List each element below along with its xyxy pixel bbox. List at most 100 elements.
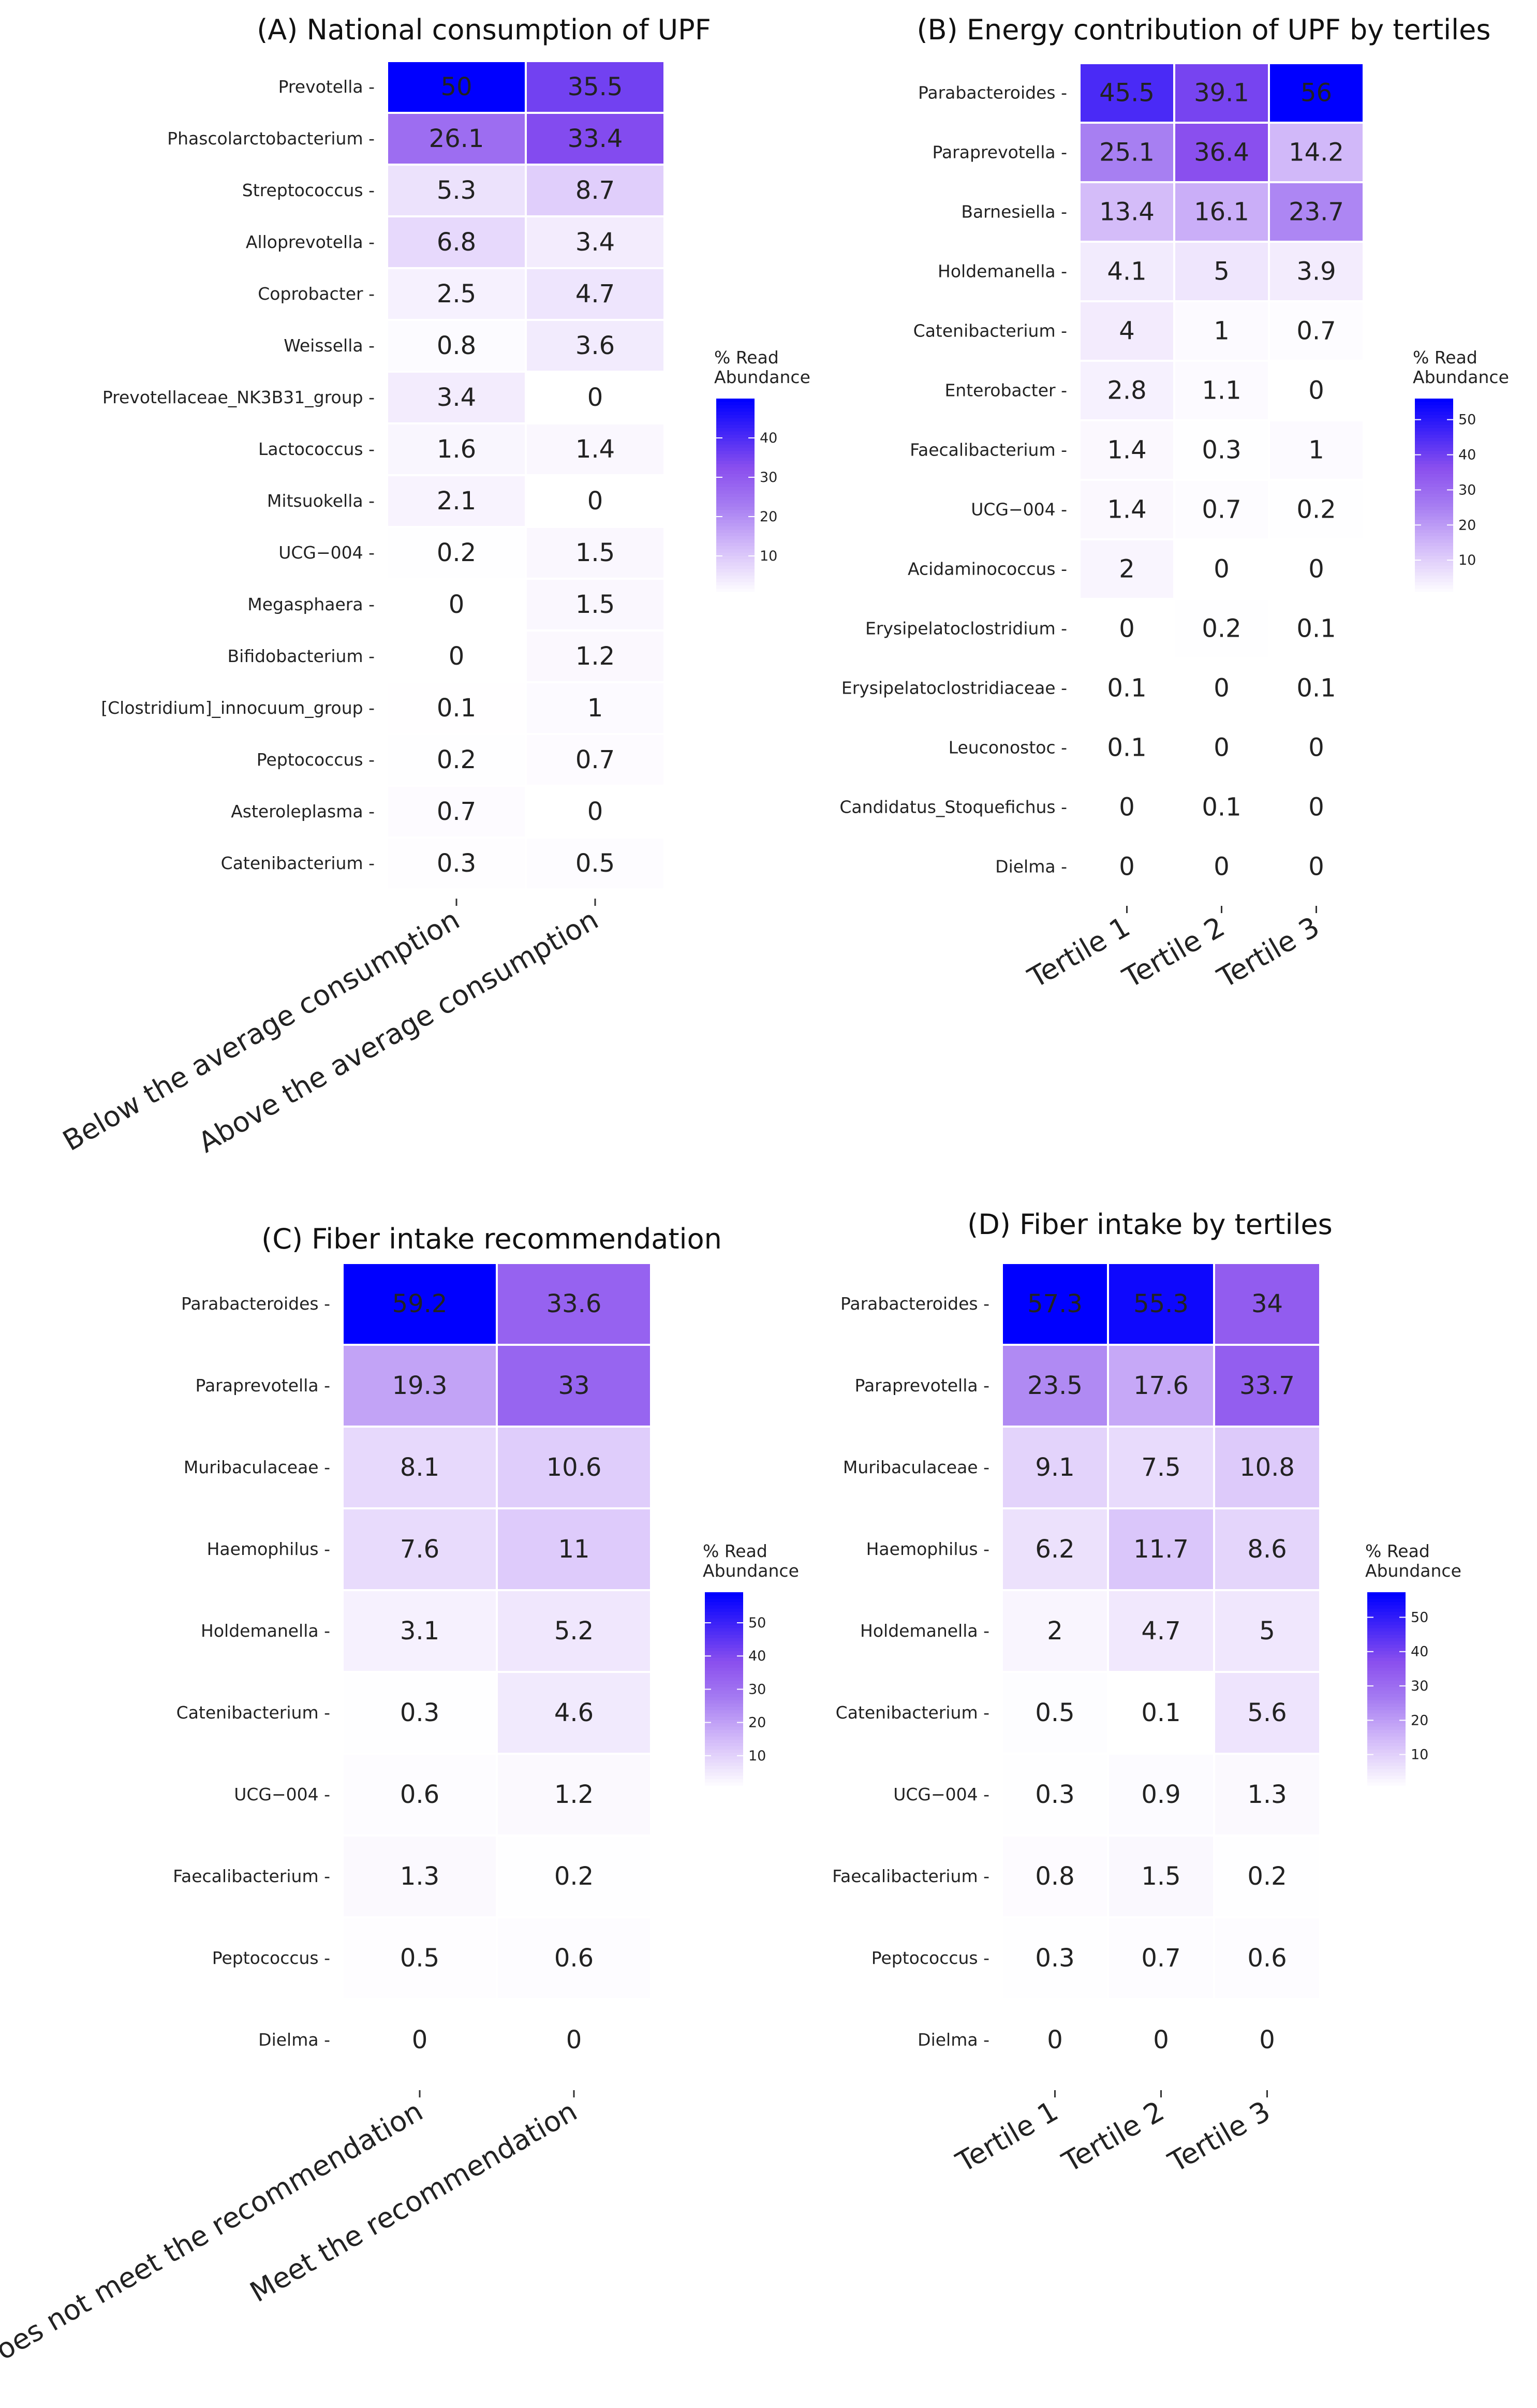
legend-gradient-slice — [716, 399, 755, 403]
cell-value-label: 1.6 — [437, 435, 476, 464]
cell-value-label: 59.2 — [392, 1289, 448, 1318]
legend-gradient-slice — [1415, 467, 1453, 472]
cell-value-label: 0.1 — [1296, 674, 1336, 703]
heatmap-cell — [344, 1346, 496, 1426]
heatmap-cell — [1215, 1264, 1319, 1344]
legend-gradient-slice — [716, 536, 755, 540]
heatmap-cell — [1215, 1837, 1319, 1916]
y-tick-label: Paraprevotella - — [855, 1375, 989, 1396]
heatmap-cell — [1003, 1264, 1107, 1344]
cell-value-label: 33.4 — [568, 124, 623, 153]
legend-gradient-slice — [1415, 520, 1453, 524]
legend-gradient-slice — [705, 1746, 743, 1750]
legend-gradient-slice — [705, 1716, 743, 1721]
legend-gradient-slice — [1415, 418, 1453, 422]
legend-gradient-slice — [1367, 1661, 1406, 1665]
cell-value-label: 0 — [1308, 555, 1324, 584]
cell-value-label: 0.8 — [437, 331, 476, 360]
legend-gradient-slice — [716, 526, 755, 531]
heatmap-cell — [1270, 183, 1363, 241]
legend-gradient-slice — [705, 1608, 743, 1612]
heatmap-cell — [527, 580, 663, 629]
y-tick-label: Paraprevotella - — [196, 1375, 330, 1396]
heatmap-cell — [1109, 1346, 1213, 1426]
heatmap-cell — [1003, 1673, 1107, 1753]
y-tick-label: UCG−004 - — [278, 542, 375, 563]
cell-value-label: 0 — [1308, 793, 1324, 822]
cell-value-label: 0 — [1308, 853, 1324, 882]
cell-value-label: 11.7 — [1133, 1535, 1189, 1564]
legend-gradient-slice — [705, 1723, 743, 1727]
legend-gradient-slice — [1367, 1707, 1406, 1711]
heatmap-cell — [1081, 302, 1173, 360]
legend-gradient-slice — [1415, 490, 1453, 494]
heatmap-cell — [498, 1346, 650, 1426]
cell-value-label: 17.6 — [1133, 1371, 1189, 1400]
cell-value-label: 0 — [587, 797, 603, 826]
heatmap-cell — [388, 217, 525, 267]
cell-value-label: 19.3 — [392, 1371, 448, 1400]
legend-gradient-slice — [705, 1657, 743, 1662]
cell-value-label: 26.1 — [429, 124, 484, 153]
legend-gradient-slice — [1367, 1645, 1406, 1649]
legend-gradient-slice — [1415, 483, 1453, 488]
heatmap-cell — [498, 1591, 650, 1671]
cell-value-label: 5 — [1259, 1617, 1275, 1646]
legend-gradient-slice — [1415, 477, 1453, 481]
cell-value-label: 1 — [587, 694, 603, 723]
cell-value-label: 0.9 — [1141, 1780, 1180, 1809]
legend-gradient-slice — [705, 1779, 743, 1783]
y-tick-label: UCG−004 - — [971, 500, 1067, 520]
y-tick-label: Catenibacterium - — [836, 1702, 989, 1723]
heatmap-cell — [1109, 1591, 1213, 1671]
cell-value-label: 0 — [587, 487, 603, 516]
heatmap-cell — [1003, 1755, 1107, 1834]
legend-gradient-slice — [716, 408, 755, 413]
y-tick-label: Holdemanella - — [860, 1621, 989, 1641]
heatmap-cell — [527, 114, 663, 164]
heatmap-cell — [1175, 183, 1268, 241]
legend-gradient-slice — [1415, 579, 1453, 583]
heatmap-cell — [527, 269, 663, 319]
cell-value-label: 0.3 — [437, 849, 476, 878]
legend-gradient-slice — [716, 566, 755, 570]
y-tick-label: Enterobacter - — [944, 380, 1067, 401]
legend-gradient-slice — [1367, 1769, 1406, 1773]
cell-value-label: 0.1 — [1107, 733, 1146, 762]
legend-tick-label: 40 — [748, 1648, 766, 1664]
cell-value-label: 25.1 — [1099, 138, 1155, 167]
legend-title: % Read — [714, 347, 779, 368]
cell-value-label: 0.5 — [575, 849, 615, 878]
heatmap-cell — [1175, 243, 1268, 300]
legend-gradient-slice — [716, 517, 755, 521]
cell-value-label: 50 — [440, 72, 472, 101]
heatmap-cell — [388, 62, 525, 112]
heatmap-cell — [498, 1755, 650, 1834]
legend-gradient-slice — [1367, 1648, 1406, 1652]
cell-value-label: 0 — [1214, 853, 1230, 882]
legend-tick-label: 10 — [748, 1748, 766, 1764]
heatmap-cell — [1109, 1428, 1213, 1507]
legend-gradient-slice — [716, 539, 755, 544]
legend-gradient-slice — [716, 546, 755, 550]
y-tick-label: [Clostridium]_innocuum_group - — [101, 698, 375, 718]
legend-gradient-slice — [1415, 454, 1453, 458]
legend-gradient-slice — [1367, 1766, 1406, 1770]
legend-gradient-slice — [1415, 559, 1453, 563]
legend-gradient-slice — [705, 1602, 743, 1606]
y-tick-label: Dielma - — [258, 2030, 330, 2050]
y-tick-label: Faecalibacterium - — [173, 1866, 330, 1886]
legend-gradient-slice — [1415, 562, 1453, 566]
heatmap-cell — [1175, 600, 1268, 657]
legend-gradient-slice — [1367, 1763, 1406, 1767]
legend-tick-label: 20 — [760, 509, 777, 525]
legend-tick-label: 10 — [1458, 552, 1476, 568]
panel-title: (B) Energy contribution of UPF by tertil… — [917, 13, 1490, 46]
y-tick-label: Dielma - — [995, 857, 1067, 877]
legend-gradient-slice — [1367, 1726, 1406, 1730]
panel-a: (A) National consumption of UPF 50 35.5 26.… — [57, 13, 810, 1159]
legend-gradient-slice — [705, 1605, 743, 1609]
y-tick-label: Dielma - — [918, 2030, 989, 2050]
heatmap-cell — [344, 1673, 496, 1753]
